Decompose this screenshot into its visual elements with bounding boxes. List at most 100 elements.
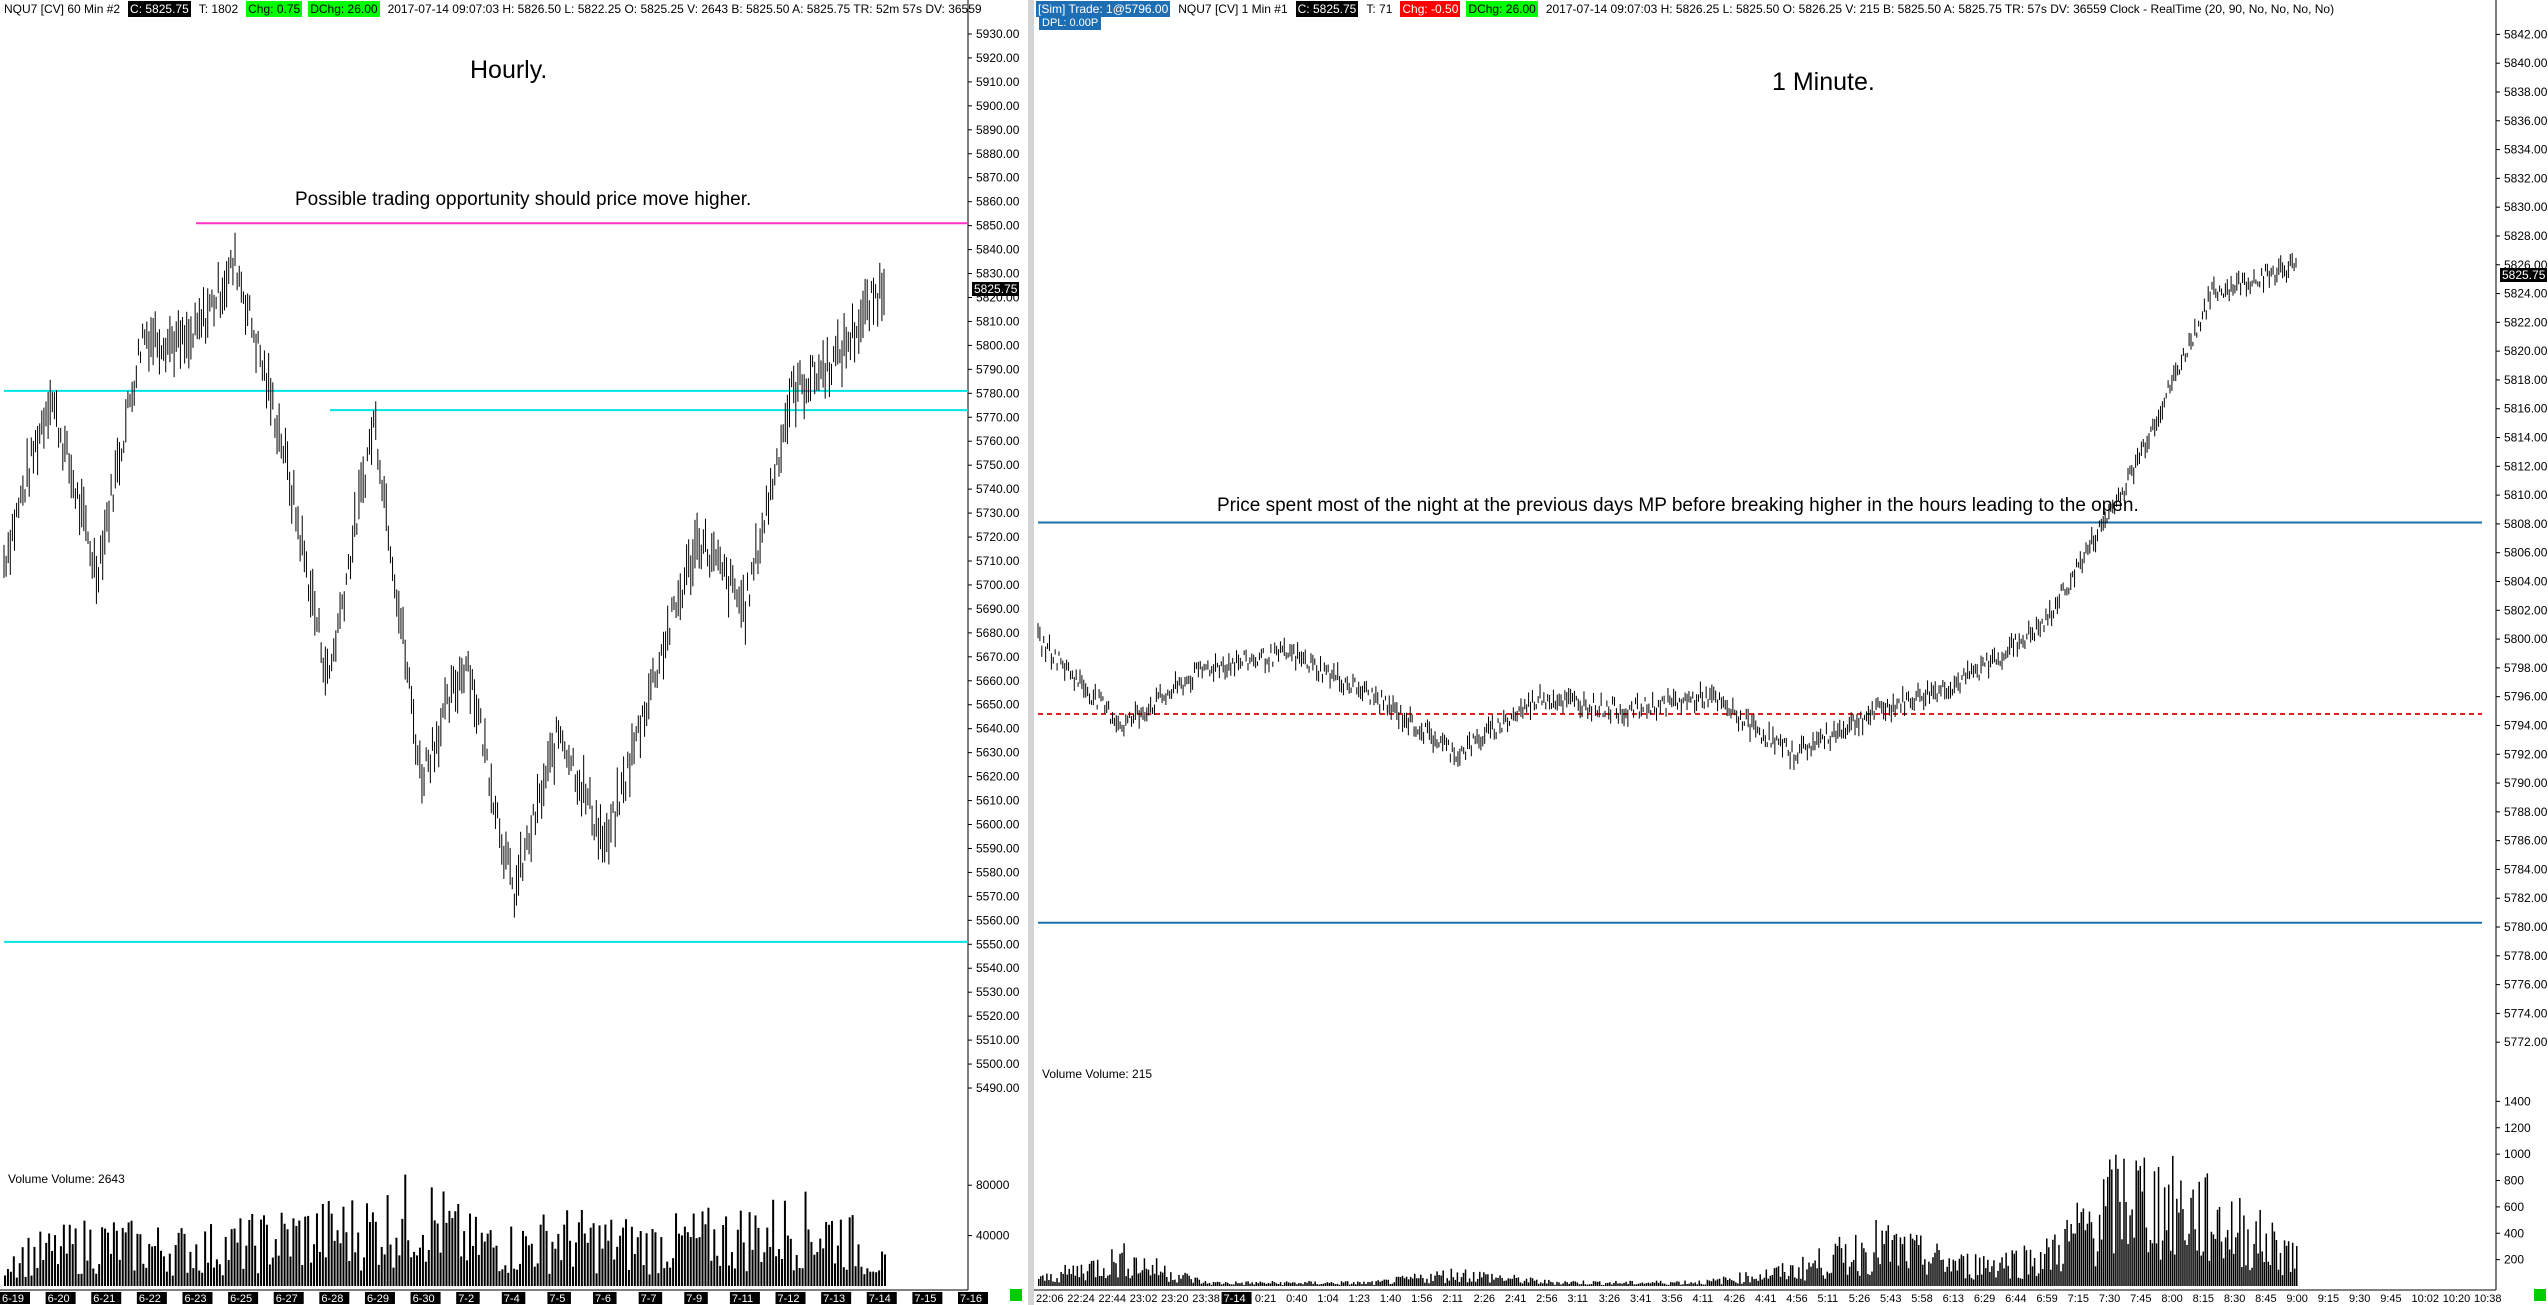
minute-volume-bar <box>1749 1282 1751 1286</box>
minute-volume-bar <box>1088 1263 1091 1286</box>
hourly-volume-bar <box>607 1240 610 1286</box>
hourly-volume-bar <box>301 1265 304 1286</box>
minute-volume-bar <box>1499 1275 1501 1286</box>
minute-volume-bar <box>1283 1282 1286 1286</box>
hourly-volume-bar <box>675 1213 678 1286</box>
minute-volume-bar <box>1255 1281 1257 1286</box>
hourly-volume-bar <box>159 1250 162 1286</box>
minute-volume-bar <box>1623 1282 1625 1286</box>
hourly-volume-bar <box>542 1214 545 1286</box>
hourly-volume-bar <box>351 1200 354 1286</box>
panel-divider[interactable] <box>1028 0 1034 1305</box>
minute-volume-bar <box>2066 1220 2068 1286</box>
minute-y-tick-label: 5794.00 <box>2504 718 2548 732</box>
hourly-volume-bar <box>586 1242 589 1286</box>
hourly-volume-bar <box>580 1209 583 1286</box>
minute-y-tick-label: 5798.00 <box>2504 661 2548 675</box>
minute-x-label: 23:38 <box>1192 1293 1220 1305</box>
minute-volume-bar <box>1511 1278 1514 1286</box>
hourly-price-chart[interactable]: 5930.00 5920.00 5910.00 5900.00 5890.00 5880.… <box>0 0 1028 1305</box>
minute-volume-bar <box>1129 1278 1131 1286</box>
minute-volume-bar <box>1777 1266 1780 1286</box>
hourly-volume-bar <box>48 1233 51 1286</box>
hourly-x-label-box <box>912 1292 943 1304</box>
minute-volume-bar <box>2080 1212 2083 1286</box>
hourly-volume-bar <box>778 1249 781 1286</box>
minute-volume-bar <box>1056 1278 1058 1286</box>
hourly-volume-bar <box>680 1235 683 1286</box>
hourly-volume-bar <box>601 1248 604 1286</box>
hourly-volume-bar <box>807 1229 810 1286</box>
hourly-volume-bar <box>884 1254 886 1286</box>
minute-volume-bar <box>1066 1274 1068 1286</box>
minute-volume-bar <box>1166 1277 1168 1286</box>
hourly-volume-bar <box>324 1257 327 1286</box>
hourly-volume-bar <box>851 1215 854 1286</box>
hourly-volume-bar <box>707 1207 710 1286</box>
minute-volume-bar <box>1852 1259 1855 1286</box>
minute-volume-bar <box>1694 1282 1696 1286</box>
minute-volume-bar <box>1164 1265 1166 1286</box>
minute-x-label: 0:21 <box>1255 1293 1276 1305</box>
hourly-x-label: 7-6 <box>595 1293 611 1305</box>
minute-volume-bar <box>2235 1237 2237 1286</box>
minute-volume-bar <box>1568 1283 1570 1286</box>
minute-volume-bar <box>1054 1281 1056 1286</box>
hourly-volume-bar <box>701 1211 704 1286</box>
hourly-volume-bar <box>107 1232 110 1286</box>
minute-volume-bar <box>2269 1265 2272 1286</box>
minute-volume-bar <box>2186 1244 2188 1286</box>
hourly-volume-bar <box>371 1212 374 1286</box>
hourly-volume-bar <box>563 1224 566 1286</box>
minute-volume-bar <box>1773 1268 1776 1286</box>
minute-volume-bar <box>1564 1281 1566 1286</box>
minute-volume-bar <box>1785 1279 1788 1286</box>
hourly-volume-label: Volume Volume: 2643 <box>8 1172 125 1186</box>
minute-x-label: 2:26 <box>1474 1293 1495 1305</box>
hourly-header-field: DChg: 26.00 <box>308 1 380 17</box>
minute-price-chart[interactable]: 5842.00 5840.00 5838.00 5836.00 5834.00 5832.… <box>1034 0 2548 1305</box>
minute-volume-bar <box>1407 1279 1410 1286</box>
minute-volume-bar <box>1661 1283 1664 1286</box>
minute-chart-panel[interactable]: [Sim] Trade: 1@5796.00 NQU7 [CV] 1 Min #1… <box>1034 0 2548 1305</box>
minute-volume-bar <box>1751 1276 1753 1286</box>
minute-volume-bar <box>1519 1282 1522 1286</box>
minute-volume-bar <box>1706 1279 1709 1286</box>
hourly-x-label-box <box>547 1292 571 1304</box>
minute-volume-bar <box>1562 1283 1564 1286</box>
hourly-volume-bar <box>218 1264 221 1286</box>
hourly-volume-bar <box>45 1242 48 1286</box>
status-indicator-left <box>1010 1289 1022 1301</box>
hourly-header-field: C: 5825.75 <box>128 1 191 17</box>
minute-volume-bar <box>1090 1260 1093 1286</box>
minute-volume-bar <box>1958 1258 1961 1286</box>
minute-volume-bar <box>2202 1251 2205 1286</box>
hourly-volume-bar <box>751 1249 754 1286</box>
minute-volume-bar <box>1952 1259 1955 1286</box>
minute-header-field: [Sim] Trade: 1@5796.00 <box>1036 1 1171 17</box>
minute-volume-bar <box>1188 1275 1190 1286</box>
minute-x-label: 5:58 <box>1911 1293 1932 1305</box>
minute-volume-bar <box>2121 1239 2123 1286</box>
minute-volume-bar <box>1454 1279 1457 1286</box>
hourly-header-field: 2017-07-14 09:07:03 H: 5826.50 L: 5822.2… <box>387 2 982 16</box>
minute-y-tick-label: 5838.00 <box>2504 85 2548 99</box>
hourly-volume-bar <box>657 1273 660 1286</box>
minute-volume-bar <box>1590 1284 1593 1286</box>
minute-volume-bar <box>2155 1243 2158 1286</box>
hourly-chart-panel[interactable]: NQU7 [CV] 60 Min #2 C: 5825.75 T: 1802 Chg:… <box>0 0 1028 1305</box>
minute-volume-bar <box>2261 1251 2263 1286</box>
minute-volume-bar <box>1781 1263 1784 1286</box>
minute-volume-bar <box>1493 1279 1495 1286</box>
minute-x-label: 4:26 <box>1724 1293 1745 1305</box>
minute-volume-bar <box>1281 1285 1284 1286</box>
hourly-volume-bar <box>74 1228 77 1286</box>
hourly-volume-bar <box>154 1246 157 1286</box>
minute-volume-bar <box>1560 1284 1562 1286</box>
hourly-volume-bar <box>466 1260 469 1286</box>
minute-volume-bar <box>2275 1240 2278 1286</box>
hourly-volume-bar <box>677 1233 680 1286</box>
minute-volume-bar <box>1765 1269 1768 1286</box>
hourly-vol-tick-label: 80000 <box>976 1178 1010 1192</box>
hourly-volume-bar <box>448 1210 451 1286</box>
